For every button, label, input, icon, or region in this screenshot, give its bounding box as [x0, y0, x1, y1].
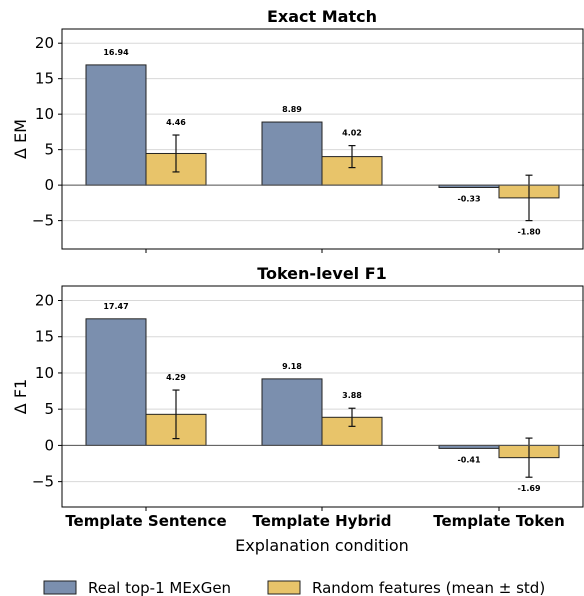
x-tick-label: Template Token	[433, 512, 565, 530]
legend: Real top-1 MExGen Random features (mean …	[43, 579, 545, 596]
bar-real	[261, 378, 323, 446]
legend-label-real: Real top-1 MExGen	[88, 579, 231, 596]
bar-real	[261, 121, 323, 186]
data-label: 4.02	[342, 129, 362, 138]
y-tick-label: 10	[35, 105, 54, 123]
data-label: 3.88	[342, 391, 362, 400]
legend-swatch-real	[43, 580, 77, 595]
data-label: 4.46	[166, 118, 186, 127]
data-label: 4.29	[166, 373, 186, 382]
data-label: 8.89	[282, 105, 302, 114]
y-tick-label: −5	[32, 212, 54, 230]
y-tick-label: 10	[35, 364, 54, 382]
x-axis-label: Explanation condition	[235, 536, 409, 555]
panel-token-f1: 17.47 9.18 -0.41 4.29 3.88 -1.69 −5 0 5 10 15 20 Tok…	[11, 264, 584, 530]
panel-title: Exact Match	[267, 7, 377, 26]
data-label: 9.18	[282, 362, 302, 371]
legend-swatch-random	[267, 580, 301, 595]
bar-real	[85, 318, 147, 446]
y-tick-label: 15	[35, 70, 54, 88]
panel-exact-match: 16.94 8.89 -0.33 4.46 4.02 -1.80 −5 0 5 10 15 20 Exa…	[11, 7, 584, 253]
y-tick-label: 5	[44, 141, 54, 159]
data-label: -1.69	[517, 484, 540, 493]
y-tick-label: 20	[35, 34, 54, 52]
y-tick-label: −5	[32, 473, 54, 491]
data-label: -0.41	[457, 455, 480, 464]
bar-real	[85, 64, 147, 186]
data-label: -1.80	[517, 228, 540, 237]
y-tick-label: 0	[44, 436, 54, 454]
y-tick-label: 5	[44, 400, 54, 418]
y-axis-label: Δ EM	[11, 119, 30, 159]
data-label: 16.94	[103, 48, 129, 57]
data-label: -0.33	[457, 194, 480, 203]
y-tick-label: 15	[35, 328, 54, 346]
y-axis-label: Δ F1	[11, 379, 30, 414]
data-label: 17.47	[103, 302, 128, 311]
x-tick-label: Template Sentence	[65, 512, 226, 530]
x-tick-label: Template Hybrid	[253, 512, 392, 530]
y-tick-label: 0	[44, 176, 54, 194]
y-tick-label: 20	[35, 291, 54, 309]
panel-title: Token-level F1	[257, 264, 387, 283]
legend-label-random: Random features (mean ± std)	[312, 579, 545, 596]
